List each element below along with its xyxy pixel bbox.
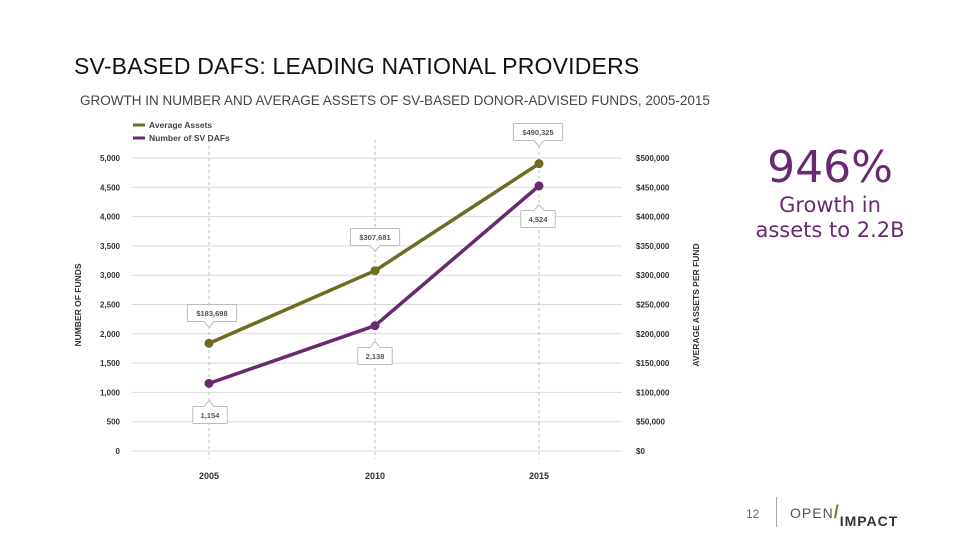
page-title: SV-BASED DAFS: LEADING NATIONAL PROVIDER… xyxy=(74,53,640,79)
data-label-text: 1,154 xyxy=(201,411,221,420)
label-pointer xyxy=(533,203,545,211)
label-pointer xyxy=(369,340,381,348)
left-tick-label: 5,000 xyxy=(100,154,121,163)
right-tick-label: $500,000 xyxy=(636,154,670,163)
right-tick-label: $300,000 xyxy=(636,271,670,280)
right-axis-title: AVERAGE ASSETS PER FUND xyxy=(691,243,701,366)
guide-layer xyxy=(208,140,540,459)
left-tick-label: 0 xyxy=(116,447,121,456)
open-impact-logo: OPEN/IMPACT xyxy=(790,502,898,529)
data-label-average-assets: $183,698 xyxy=(186,304,238,329)
data-label-text: $490,325 xyxy=(522,128,553,137)
data-point xyxy=(534,159,544,169)
label-pointer xyxy=(533,140,545,148)
x-tick-label: 2015 xyxy=(529,471,549,481)
data-label-average-assets: $307,681 xyxy=(349,228,401,253)
data-point xyxy=(204,378,214,388)
data-point xyxy=(370,266,380,276)
left-tick-label: 4,500 xyxy=(100,183,121,192)
left-tick-label: 1,000 xyxy=(100,388,121,397)
label-layer: $183,698 $307,681 $490,325 1,154 2,138 4,524 xyxy=(186,123,564,424)
data-label-number-of-dafs: 2,138 xyxy=(357,340,393,365)
left-tick-label: 4,000 xyxy=(100,213,121,222)
left-axis-title: NUMBER OF FUNDS xyxy=(73,263,83,346)
label-pointer xyxy=(203,321,215,329)
left-tick-label: 3,500 xyxy=(100,242,121,251)
data-label-number-of-dafs: 4,524 xyxy=(520,203,556,228)
growth-percent: 946% xyxy=(767,142,893,193)
data-label-text: $307,681 xyxy=(359,233,390,242)
right-tick-label: $400,000 xyxy=(636,213,670,222)
series-layer xyxy=(204,159,544,388)
data-label-number-of-dafs: 1,154 xyxy=(192,399,228,424)
growth-text-line1: Growth in xyxy=(779,193,881,217)
right-tick-label: $250,000 xyxy=(636,301,670,310)
right-tick-label: $50,000 xyxy=(636,418,665,427)
chart-subtitle: GROWTH IN NUMBER AND AVERAGE ASSETS OF S… xyxy=(80,93,710,108)
left-tick-label: 1,500 xyxy=(100,359,121,368)
data-label-average-assets: $490,325 xyxy=(512,123,564,148)
growth-text-line2: assets to 2.2B xyxy=(755,218,905,242)
legend-label: Average Assets xyxy=(149,120,212,130)
right-tick-label: $100,000 xyxy=(636,388,670,397)
data-label-text: 2,138 xyxy=(366,352,385,361)
left-tick-label: 2,500 xyxy=(100,301,121,310)
data-point xyxy=(370,321,380,331)
data-point xyxy=(204,338,214,348)
right-tick-label: $150,000 xyxy=(636,359,670,368)
logo-slash: / xyxy=(833,502,840,522)
left-tick-label: 500 xyxy=(107,418,121,427)
right-tick-label: $350,000 xyxy=(636,242,670,251)
right-tick-label: $0 xyxy=(636,447,645,456)
x-tick-label: 2005 xyxy=(199,471,219,481)
left-tick-label: 3,000 xyxy=(100,271,121,280)
label-pointer xyxy=(369,245,381,253)
logo-open-text: OPEN xyxy=(790,505,834,521)
right-tick-label: $200,000 xyxy=(636,330,670,339)
label-pointer xyxy=(203,399,215,407)
x-tick-label: 2010 xyxy=(365,471,385,481)
data-point xyxy=(534,181,544,191)
footer-divider xyxy=(776,497,777,527)
axis-layer: 0 500 1,000 1,500 2,000 2,500 3,000 3,500 4,000 4… xyxy=(73,154,701,481)
right-tick-label: $450,000 xyxy=(636,183,670,192)
legend-layer: Average Assets Number of SV DAFs xyxy=(133,120,230,143)
data-label-text: 4,524 xyxy=(529,215,549,224)
legend-label: Number of SV DAFs xyxy=(149,133,230,143)
page-number: 12 xyxy=(746,507,760,521)
left-tick-label: 2,000 xyxy=(100,330,121,339)
series-line-average-assets xyxy=(208,162,540,345)
logo-impact-text: IMPACT xyxy=(839,513,899,529)
data-label-text: $183,698 xyxy=(196,309,227,318)
